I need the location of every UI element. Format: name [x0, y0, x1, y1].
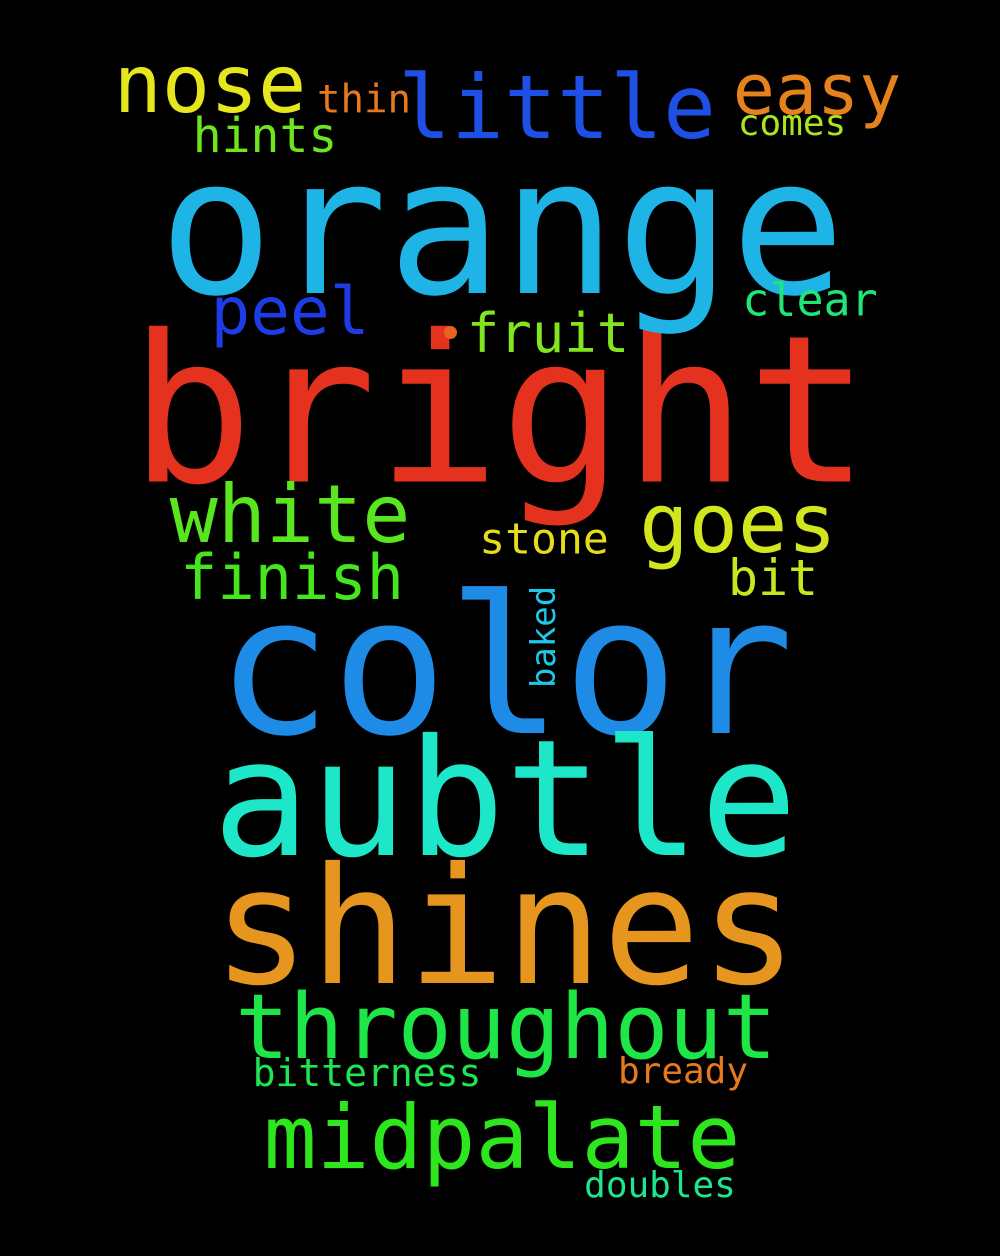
dot-mark — [444, 326, 457, 339]
word-easy: easy — [732, 49, 902, 131]
word-orange: orange — [158, 117, 846, 338]
word-peel: peel — [210, 273, 370, 350]
word-aubtle: aubtle — [212, 706, 798, 894]
word-finish: finish — [180, 541, 404, 614]
word-shines: shines — [212, 834, 798, 1022]
word-midpalate: midpalate — [263, 1086, 741, 1189]
word-white: white — [169, 468, 411, 561]
word-bready: bready — [617, 1051, 749, 1092]
word-stone: stone — [479, 514, 609, 565]
word-fruit: fruit — [466, 302, 630, 365]
word-bitterness: bitterness — [252, 1051, 482, 1095]
word-comes: comes — [737, 103, 847, 144]
word-thin: thin — [317, 77, 411, 123]
word-bright: bright — [129, 292, 871, 531]
word-little: little — [398, 56, 716, 159]
word-goes: goes — [639, 477, 837, 572]
word-doubles: doubles — [584, 1165, 736, 1206]
word-nose: nose — [113, 38, 307, 131]
word-color: color — [216, 556, 794, 779]
word-clear: clear — [742, 273, 878, 327]
word-bit: bit — [727, 549, 819, 607]
word-hints: hints — [192, 108, 338, 164]
word-baked: baked — [524, 585, 564, 689]
word-throughout: throughout — [235, 975, 777, 1080]
